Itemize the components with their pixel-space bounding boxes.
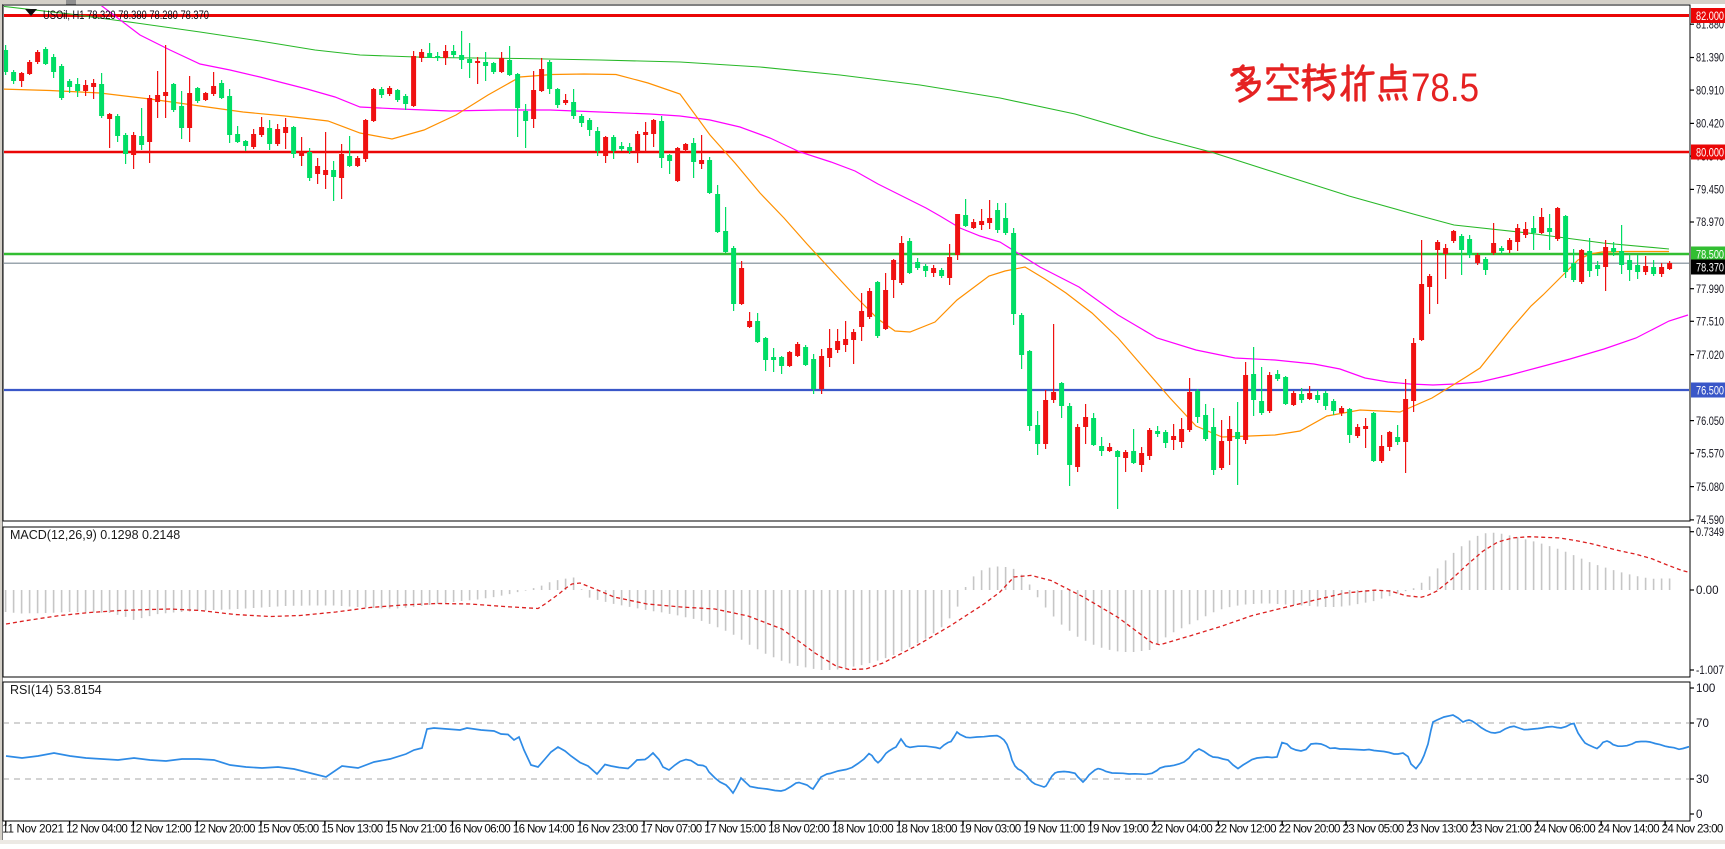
svg-text:18 Nov 02:00: 18 Nov 02:00 (768, 823, 830, 836)
svg-text:75.080: 75.080 (1696, 481, 1724, 494)
svg-text:23 Nov 13:00: 23 Nov 13:00 (1406, 823, 1468, 836)
svg-text:81.390: 81.390 (1696, 52, 1724, 65)
svg-text:22 Nov 12:00: 22 Nov 12:00 (1215, 823, 1277, 836)
svg-text:100: 100 (1696, 682, 1715, 695)
svg-text:74.590: 74.590 (1696, 514, 1724, 527)
svg-text:16 Nov 14:00: 16 Nov 14:00 (513, 823, 575, 836)
svg-text:79.450: 79.450 (1696, 184, 1724, 197)
svg-text:78.5: 78.5 (1411, 66, 1479, 110)
svg-text:23 Nov 21:00: 23 Nov 21:00 (1470, 823, 1532, 836)
svg-text:19 Nov 11:00: 19 Nov 11:00 (1023, 823, 1085, 836)
svg-text:76.500: 76.500 (1696, 385, 1724, 398)
svg-text:78.970: 78.970 (1696, 216, 1724, 229)
svg-text:18 Nov 10:00: 18 Nov 10:00 (832, 823, 894, 836)
svg-text:17 Nov 15:00: 17 Nov 15:00 (704, 823, 766, 836)
svg-text:15 Nov 21:00: 15 Nov 21:00 (385, 823, 447, 836)
svg-text:77.510: 77.510 (1696, 316, 1724, 329)
svg-text:17 Nov 07:00: 17 Nov 07:00 (641, 823, 703, 836)
svg-text:15 Nov 13:00: 15 Nov 13:00 (321, 823, 383, 836)
svg-text:0.7349: 0.7349 (1696, 526, 1724, 539)
svg-text:19 Nov 03:00: 19 Nov 03:00 (960, 823, 1022, 836)
svg-text:12 Nov 20:00: 12 Nov 20:00 (194, 823, 256, 836)
svg-text:22 Nov 04:00: 22 Nov 04:00 (1151, 823, 1213, 836)
svg-text:77.990: 77.990 (1696, 283, 1724, 296)
svg-text:76.050: 76.050 (1696, 415, 1724, 428)
svg-text:15 Nov 05:00: 15 Nov 05:00 (258, 823, 320, 836)
svg-text:-1.007: -1.007 (1696, 664, 1724, 677)
svg-text:24 Nov 14:00: 24 Nov 14:00 (1598, 823, 1660, 836)
svg-text:0.00: 0.00 (1696, 584, 1719, 597)
svg-text:80.910: 80.910 (1696, 84, 1724, 97)
svg-text:0: 0 (1696, 808, 1702, 821)
svg-text:16 Nov 23:00: 16 Nov 23:00 (577, 823, 639, 836)
svg-text:24 Nov 23:00: 24 Nov 23:00 (1662, 823, 1724, 836)
svg-text:18 Nov 18:00: 18 Nov 18:00 (896, 823, 958, 836)
svg-text:77.020: 77.020 (1696, 349, 1724, 362)
svg-text:USOil, H1 78.320 78.380 78.28: USOil, H1 78.320 78.380 78.280 78.370 (43, 10, 209, 22)
svg-text:MACD(12,26,9) 0.1298 0.2148: MACD(12,26,9) 0.1298 0.2148 (10, 528, 180, 542)
svg-text:12 Nov 04:00: 12 Nov 04:00 (66, 823, 128, 836)
svg-text:24 Nov 06:00: 24 Nov 06:00 (1534, 823, 1596, 836)
svg-text:22 Nov 20:00: 22 Nov 20:00 (1279, 823, 1341, 836)
svg-text:78.500: 78.500 (1696, 249, 1724, 262)
svg-text:11 Nov 2021: 11 Nov 2021 (2, 823, 64, 836)
svg-text:75.570: 75.570 (1696, 447, 1724, 460)
svg-text:30: 30 (1696, 773, 1709, 786)
svg-text:82.000: 82.000 (1696, 10, 1724, 23)
svg-text:80.000: 80.000 (1696, 147, 1724, 160)
svg-text:70: 70 (1696, 717, 1709, 730)
svg-text:RSI(14) 53.8154: RSI(14) 53.8154 (10, 683, 102, 697)
svg-text:80.420: 80.420 (1696, 118, 1724, 131)
svg-text:16 Nov 06:00: 16 Nov 06:00 (449, 823, 511, 836)
svg-text:12 Nov 12:00: 12 Nov 12:00 (130, 823, 192, 836)
svg-text:78.370: 78.370 (1696, 262, 1724, 275)
svg-text:19 Nov 19:00: 19 Nov 19:00 (1087, 823, 1149, 836)
svg-text:23 Nov 05:00: 23 Nov 05:00 (1343, 823, 1405, 836)
